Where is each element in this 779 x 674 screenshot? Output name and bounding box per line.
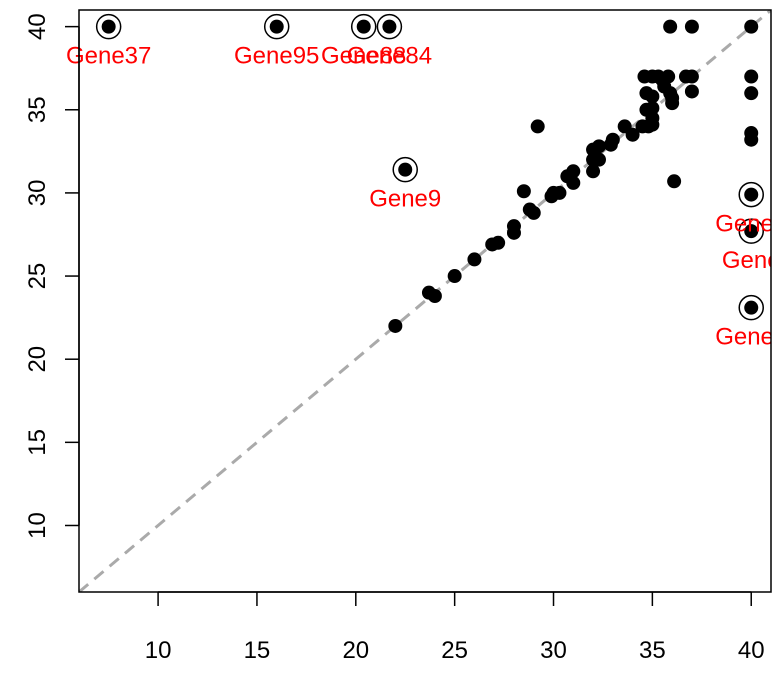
data-point — [744, 187, 759, 202]
data-point — [744, 224, 759, 239]
x-tick-label: 30 — [540, 637, 567, 664]
gene-label: Gene9 — [369, 186, 441, 213]
data-point — [506, 219, 521, 234]
data-point — [661, 69, 676, 84]
outlier-ring — [376, 13, 403, 40]
data-point — [605, 132, 620, 147]
data-point — [552, 185, 567, 200]
data-point — [516, 184, 531, 199]
x-tick-label: 40 — [738, 637, 765, 664]
data-point — [625, 127, 640, 142]
outlier-ring — [350, 13, 377, 40]
outlier-ring — [95, 13, 122, 40]
data-point — [491, 235, 506, 250]
data-point — [744, 300, 759, 315]
x-axis: 10 15 20 25 30 35 40 — [145, 591, 765, 664]
y-tick-label: 40 — [24, 13, 51, 40]
data-point — [591, 139, 606, 154]
data-point — [566, 175, 581, 190]
data-point — [356, 19, 371, 34]
data-point — [586, 164, 601, 179]
data-point — [526, 205, 541, 220]
points-layer — [95, 13, 764, 333]
outlier-ring — [392, 156, 418, 183]
gene-label: Gene88 — [321, 43, 406, 70]
x-tick-label: 10 — [145, 637, 172, 664]
data-point — [744, 132, 759, 147]
data-point — [269, 19, 284, 34]
data-point — [639, 102, 654, 117]
data-point — [467, 252, 482, 267]
outlier-ring — [263, 13, 290, 40]
y-tick-label: 35 — [24, 96, 51, 123]
outlier-ring — [738, 181, 764, 208]
data-point — [382, 19, 397, 34]
gene-label: Gene84 — [347, 43, 432, 70]
data-point — [744, 19, 759, 34]
data-point — [684, 19, 699, 34]
x-tick-label: 20 — [342, 637, 369, 664]
data-point — [427, 289, 442, 304]
data-point — [639, 86, 654, 101]
data-point — [101, 19, 116, 34]
gene-label: Gene — [722, 247, 779, 274]
outlier-ring — [738, 218, 764, 244]
gene-label: Gene7 — [715, 324, 779, 351]
reference-line-layer — [78, 10, 771, 592]
y-tick-label: 25 — [24, 263, 51, 290]
gene-label: Gene37 — [66, 43, 151, 70]
reference-line-y-equals-x — [78, 10, 771, 592]
data-point — [667, 174, 682, 189]
outlier-ring — [738, 294, 764, 321]
x-tick-label: 35 — [639, 637, 666, 664]
data-point — [530, 119, 545, 134]
data-point — [388, 318, 403, 333]
y-tick-label: 30 — [24, 180, 51, 207]
data-point — [663, 19, 678, 34]
gene-label: Gene95 — [234, 43, 319, 70]
data-point — [398, 162, 413, 177]
y-tick-label: 10 — [24, 512, 51, 539]
data-point — [566, 164, 581, 179]
data-point — [651, 69, 666, 84]
x-tick-label: 15 — [244, 637, 271, 664]
data-point — [684, 69, 699, 84]
data-point — [447, 269, 462, 284]
data-point — [684, 84, 699, 99]
y-tick-label: 20 — [24, 346, 51, 373]
x-tick-label: 25 — [441, 637, 468, 664]
data-point — [665, 91, 680, 106]
y-axis: 10 15 20 25 30 35 40 — [24, 13, 80, 539]
y-tick-label: 15 — [24, 429, 51, 456]
data-point — [744, 69, 759, 84]
data-point — [744, 86, 759, 101]
